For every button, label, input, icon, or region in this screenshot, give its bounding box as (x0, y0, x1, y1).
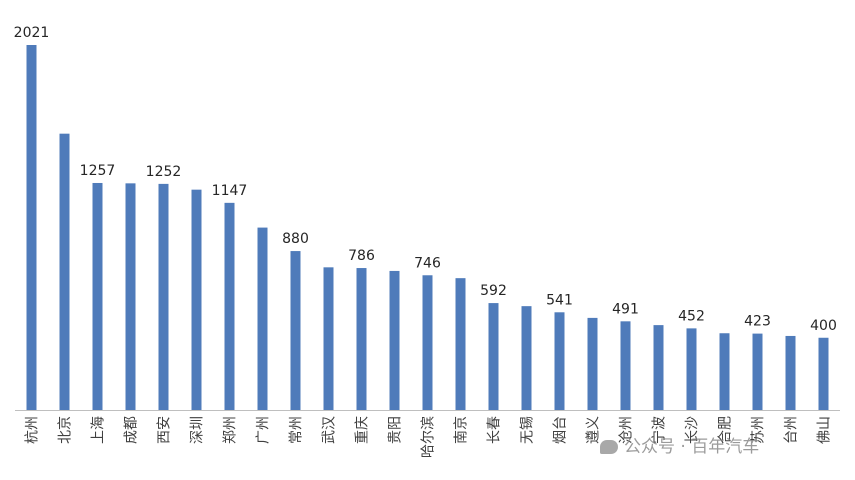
category-label-17: 遵义 (585, 416, 602, 444)
category-label-13: 南京 (454, 416, 470, 444)
bar-23 (785, 335, 796, 410)
category-label-2: 上海 (91, 416, 107, 444)
category-label-12: 哈尔滨 (421, 416, 437, 458)
bar-10 (356, 268, 367, 410)
bars-group (26, 45, 829, 410)
bar-14 (488, 303, 499, 410)
bar-12 (422, 275, 433, 410)
bar-21 (719, 333, 730, 410)
value-label-10: 786 (348, 248, 375, 264)
value-label-24: 400 (810, 318, 837, 334)
category-label-20: 长沙 (685, 416, 701, 444)
value-label-14: 592 (480, 283, 507, 299)
value-label-6: 1147 (212, 183, 248, 199)
category-label-8: 常州 (289, 416, 305, 444)
bar-13 (455, 278, 466, 410)
value-labels-group: 2021 1257 1252 1147 880 786 746 592 541 491 452 423… (14, 25, 837, 334)
category-label-9: 武汉 (322, 416, 338, 444)
category-label-5: 深圳 (190, 416, 206, 444)
category-label-6: 郑州 (223, 416, 239, 444)
bar-22 (752, 333, 763, 410)
category-label-21: 合肥 (718, 416, 734, 444)
category-label-3: 成都 (124, 416, 140, 444)
value-label-4: 1252 (146, 164, 182, 180)
category-label-24: 佛山 (817, 416, 833, 444)
watermark-text: 公众号 · 百年汽车 (624, 437, 760, 457)
value-label-22: 423 (744, 314, 771, 330)
category-label-7: 广州 (256, 416, 272, 444)
category-label-14: 长春 (487, 416, 503, 444)
category-label-1: 北京 (58, 416, 74, 444)
watermark: 公众号 · 百年汽车 (600, 432, 759, 457)
category-label-15: 无锡 (520, 416, 536, 444)
bar-0 (26, 45, 37, 410)
value-label-8: 880 (282, 231, 309, 247)
bar-7 (257, 227, 268, 410)
bar-4 (158, 183, 169, 410)
bar-5 (191, 189, 202, 410)
bar-3 (125, 183, 136, 410)
category-label-23: 台州 (784, 416, 800, 444)
category-label-22: 苏州 (751, 416, 767, 444)
bar-9 (323, 267, 334, 410)
value-label-20: 452 (678, 308, 705, 324)
bar-11 (389, 270, 400, 410)
bar-18 (620, 321, 631, 410)
value-label-16: 541 (546, 292, 573, 308)
category-label-18: 沧州 (618, 416, 635, 444)
bar-16 (554, 312, 565, 410)
bar-15 (521, 306, 532, 410)
bar-20 (686, 328, 697, 410)
category-label-19: 宁波 (651, 416, 668, 444)
bar-2 (92, 182, 103, 410)
bar-6 (224, 202, 235, 410)
value-label-18: 491 (612, 301, 639, 317)
bar-24 (818, 337, 829, 410)
bar-1 (59, 133, 70, 410)
wechat-icon (600, 440, 618, 454)
bar-8 (290, 251, 301, 410)
category-label-11: 贵阳 (388, 416, 404, 444)
value-label-0: 2021 (14, 25, 50, 41)
value-label-2: 1257 (80, 163, 116, 179)
bar-19 (653, 325, 664, 410)
category-label-0: 杭州 (25, 416, 41, 444)
category-label-16: 烟台 (553, 416, 569, 444)
value-label-12: 746 (414, 255, 441, 271)
category-label-10: 重庆 (355, 416, 371, 444)
category-label-4: 西安 (157, 416, 173, 444)
bar-17 (587, 317, 598, 410)
category-labels-group: 杭州 北京 上海 成都 西安 深圳 郑州 广州 常州 武汉 重庆 贵阳 哈尔滨 南京 长春 无锡 烟台 遵义 沧州宁… (25, 416, 833, 458)
